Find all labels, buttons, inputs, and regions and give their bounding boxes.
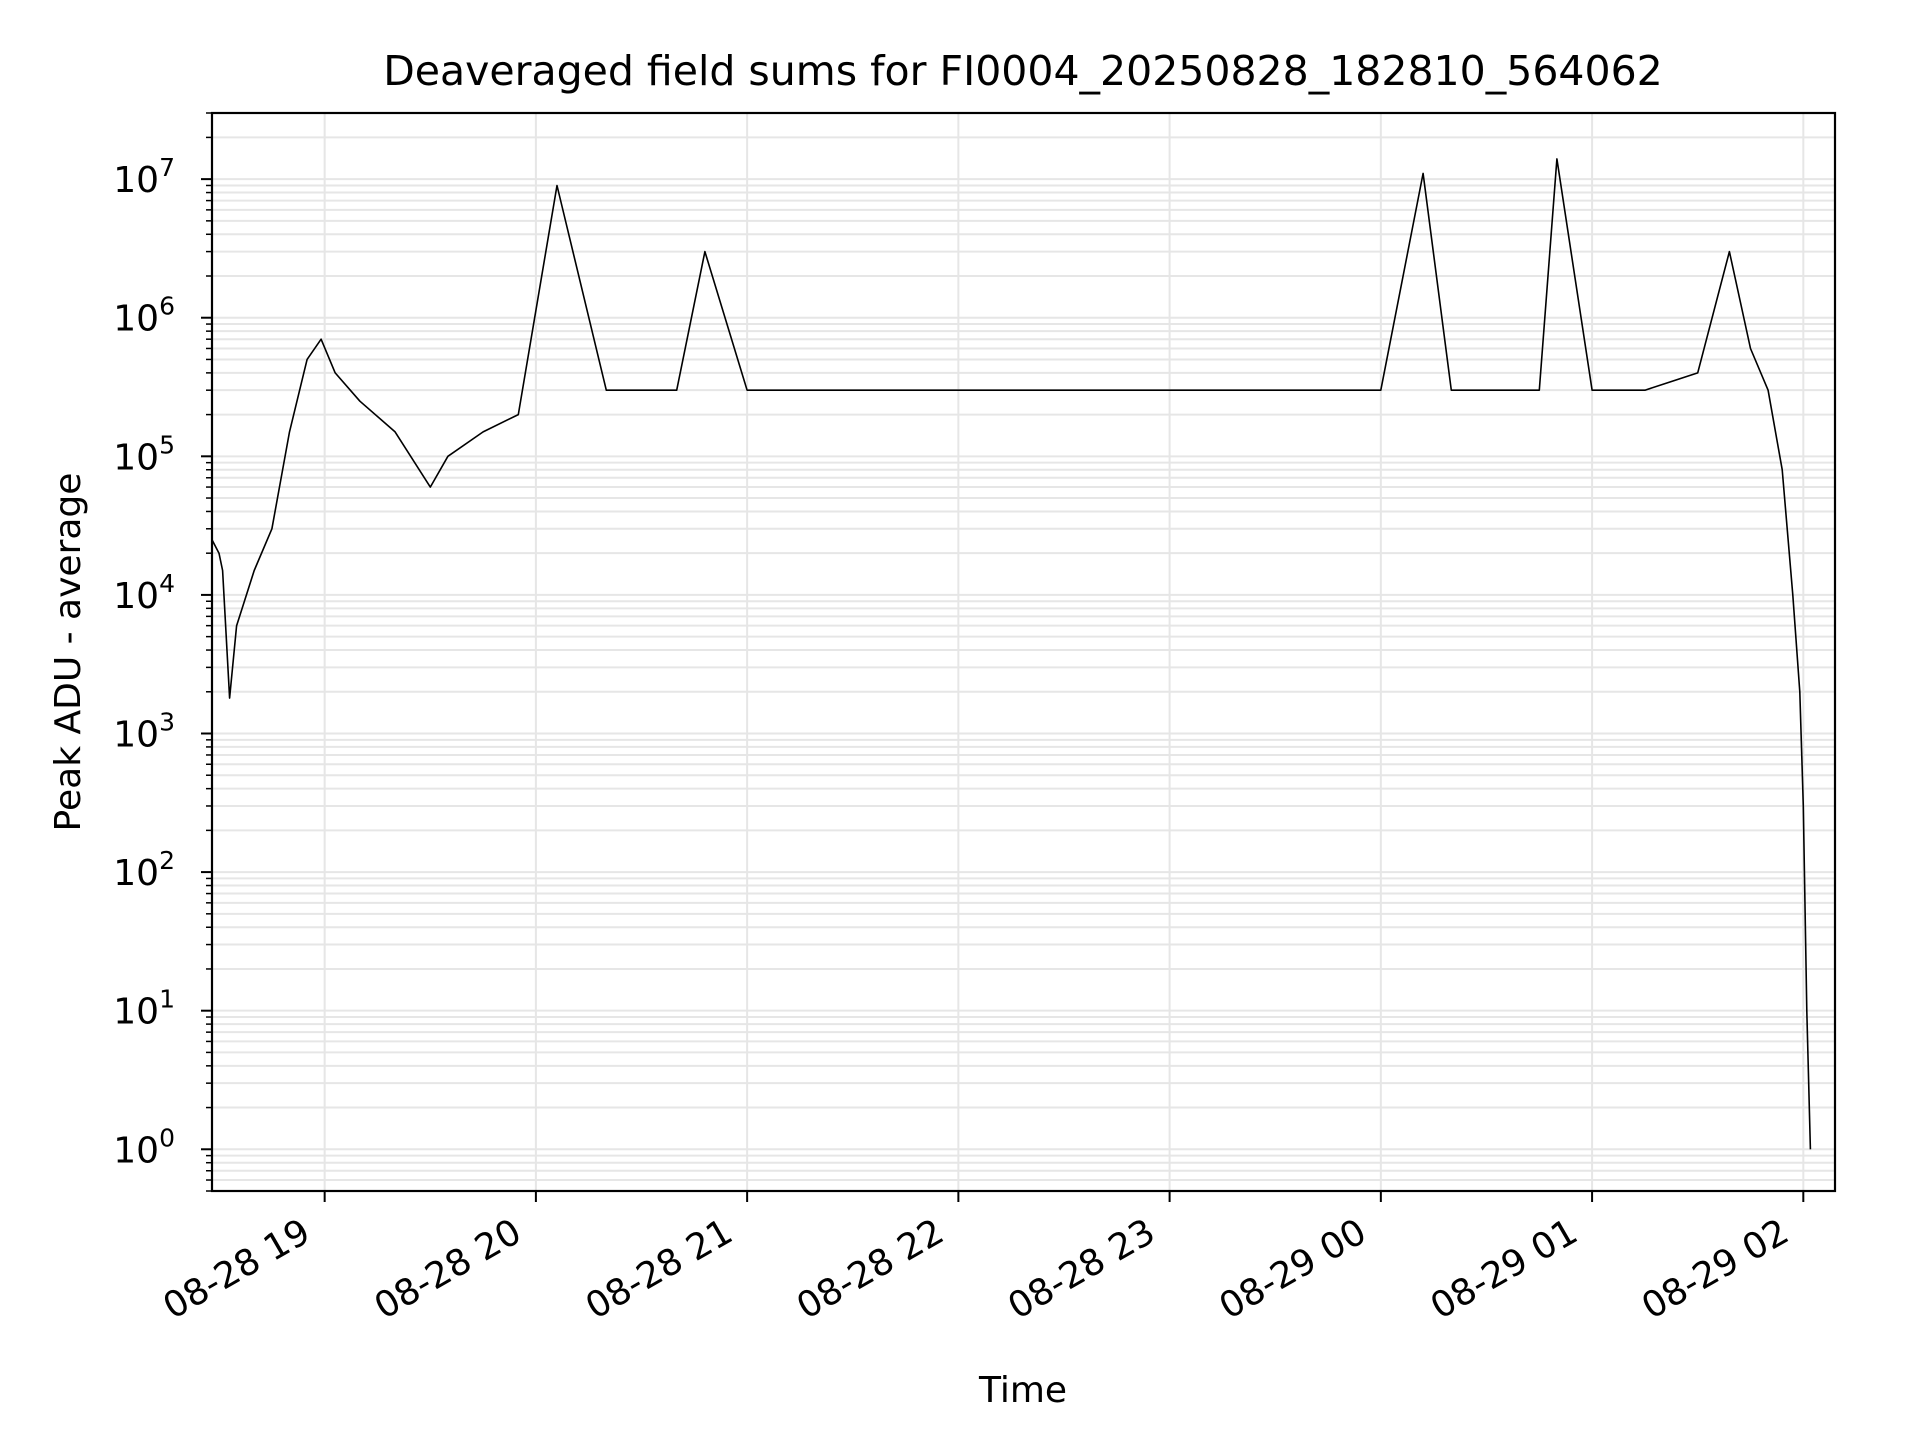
y-axis-label: Peak ADU - average [48,473,89,832]
series-line [212,158,1812,1150]
y-tick-label: 101 [113,985,175,1033]
y-tick-base: 10 [113,437,159,478]
y-tick-exponent: 7 [159,153,175,182]
y-tick-base: 10 [113,714,159,755]
y-tick-exponent: 1 [159,985,175,1014]
y-tick-base: 10 [113,576,159,617]
y-tick-base: 10 [113,299,159,340]
y-tick-base: 10 [113,160,159,201]
plot-frame [210,111,1837,1193]
y-tick-label: 103 [113,707,175,755]
y-tick-label: 100 [113,1123,175,1171]
plot-area [212,158,1812,1150]
y-tick-label: 104 [113,569,175,617]
y-tick-exponent: 4 [159,569,175,598]
y-tick-exponent: 2 [159,846,175,875]
y-tick-label: 102 [113,846,175,894]
y-tick-label: 105 [113,430,175,478]
y-tick-base: 10 [113,853,159,894]
x-axis-label: Time [978,1370,1067,1411]
y-tick-exponent: 0 [159,1123,175,1152]
y-tick-exponent: 3 [159,707,175,736]
y-tick-base: 10 [113,992,159,1033]
y-tick-label: 106 [113,292,175,340]
y-tick-base: 10 [113,1130,159,1171]
y-tick-exponent: 6 [159,292,175,321]
y-tick-exponent: 5 [159,430,175,459]
chart-title: Deaveraged field sums for FI0004_2025082… [383,47,1663,95]
y-tick-label: 107 [113,153,175,201]
